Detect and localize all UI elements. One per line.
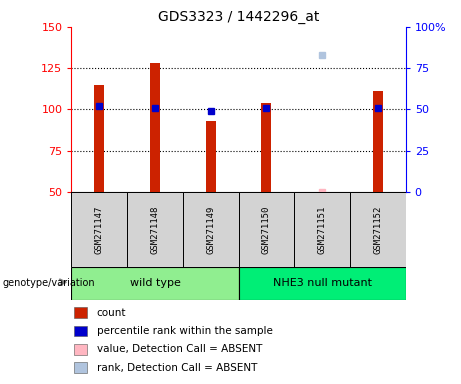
Bar — [261, 103, 272, 192]
Text: percentile rank within the sample: percentile rank within the sample — [97, 326, 273, 336]
Text: GSM271147: GSM271147 — [95, 205, 104, 253]
Text: GSM271152: GSM271152 — [373, 205, 382, 253]
Title: GDS3323 / 1442296_at: GDS3323 / 1442296_at — [158, 10, 319, 25]
Text: rank, Detection Call = ABSENT: rank, Detection Call = ABSENT — [97, 363, 257, 373]
Bar — [294, 192, 350, 267]
Text: NHE3 null mutant: NHE3 null mutant — [272, 278, 372, 288]
Bar — [350, 192, 406, 267]
Bar — [95, 85, 104, 192]
Bar — [183, 192, 238, 267]
Bar — [71, 267, 239, 300]
Text: GSM271150: GSM271150 — [262, 205, 271, 253]
Text: GSM271149: GSM271149 — [206, 205, 215, 253]
Text: GSM271148: GSM271148 — [150, 205, 160, 253]
Text: genotype/variation: genotype/variation — [2, 278, 95, 288]
Bar — [150, 63, 160, 192]
Bar — [238, 267, 406, 300]
Text: wild type: wild type — [130, 278, 180, 288]
Text: GSM271151: GSM271151 — [318, 205, 327, 253]
Bar — [238, 192, 294, 267]
Bar — [71, 192, 127, 267]
Bar — [206, 121, 216, 192]
Bar — [373, 91, 383, 192]
Text: value, Detection Call = ABSENT: value, Detection Call = ABSENT — [97, 344, 262, 354]
Bar — [127, 192, 183, 267]
Text: count: count — [97, 308, 126, 318]
